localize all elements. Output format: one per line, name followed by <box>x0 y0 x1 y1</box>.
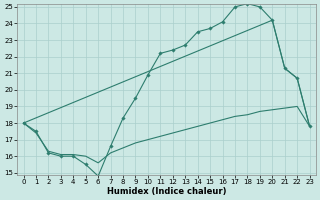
X-axis label: Humidex (Indice chaleur): Humidex (Indice chaleur) <box>107 187 226 196</box>
